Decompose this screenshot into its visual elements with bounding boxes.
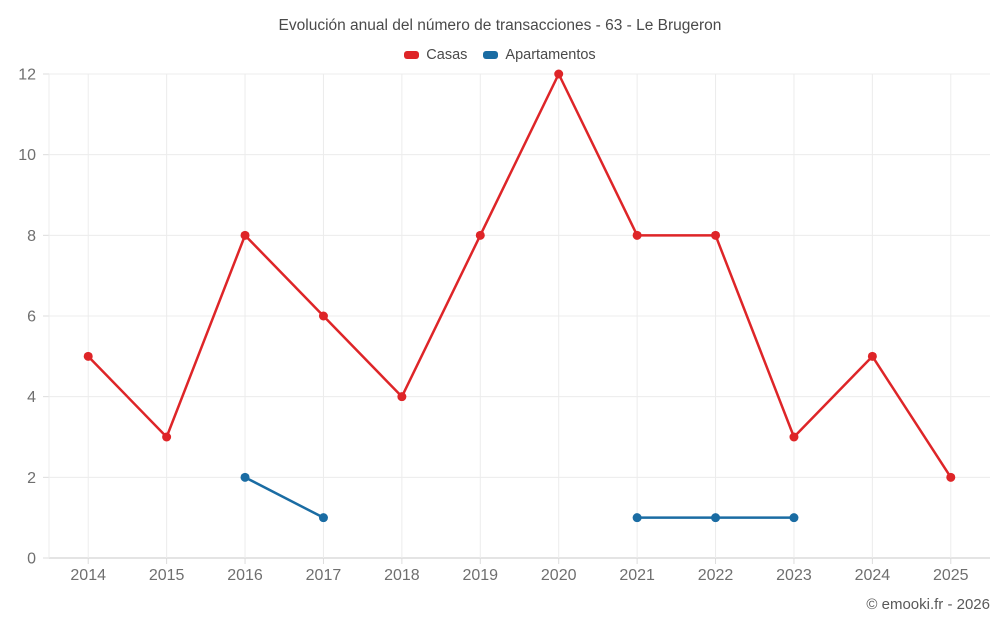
x-tick-label: 2022 — [698, 567, 734, 584]
x-tick-label: 2015 — [149, 567, 185, 584]
chart-title: Evolución anual del número de transaccio… — [278, 17, 722, 34]
y-tick-label: 6 — [27, 309, 36, 326]
data-point-casas-2018 — [397, 392, 407, 402]
legend-swatch-apartamentos — [483, 51, 499, 59]
data-point-apartamentos-2021 — [632, 513, 642, 523]
legend-label-apartamentos: Apartamentos — [505, 47, 596, 63]
x-tick-label: 2016 — [227, 567, 263, 584]
data-point-casas-2023 — [789, 432, 799, 442]
x-tick-label: 2024 — [855, 567, 891, 584]
legend-item-apartamentos[interactable]: Apartamentos — [483, 47, 596, 63]
x-tick-label: 2025 — [933, 567, 969, 584]
data-point-apartamentos-2023 — [789, 513, 799, 523]
legend-swatch-casas — [404, 51, 420, 59]
x-tick-label: 2017 — [306, 567, 342, 584]
data-point-casas-2016 — [240, 230, 250, 240]
data-point-apartamentos-2017 — [318, 513, 328, 523]
chart-legend: Casas Apartamentos — [0, 47, 1000, 63]
legend-item-casas[interactable]: Casas — [404, 47, 467, 63]
series-line-casas — [86, 72, 953, 479]
legend-label-casas: Casas — [426, 47, 468, 63]
x-tick-label: 2019 — [462, 567, 498, 584]
y-tick-label: 4 — [27, 389, 36, 406]
data-point-casas-2025 — [946, 472, 956, 482]
data-point-casas-2021 — [632, 230, 642, 240]
data-point-casas-2014 — [83, 351, 93, 361]
data-point-casas-2019 — [475, 230, 485, 240]
y-tick-label: 2 — [27, 470, 36, 487]
footer-credit: © emooki.fr - 2026 — [866, 596, 990, 613]
x-tick-label: 2023 — [776, 567, 812, 584]
y-tick-label: 8 — [27, 228, 36, 245]
series-line-apartamentos — [243, 476, 325, 519]
data-point-apartamentos-2016 — [240, 472, 250, 482]
data-point-casas-2020 — [554, 69, 564, 79]
y-tick-label: 12 — [18, 67, 36, 84]
data-point-casas-2024 — [867, 351, 877, 361]
x-tick-label: 2014 — [70, 567, 106, 584]
x-tick-label: 2020 — [541, 567, 577, 584]
data-point-apartamentos-2022 — [711, 513, 721, 523]
data-point-casas-2015 — [162, 432, 172, 442]
y-tick-label: 10 — [18, 147, 36, 164]
x-tick-label: 2018 — [384, 567, 420, 584]
data-point-casas-2022 — [711, 230, 721, 240]
data-point-casas-2017 — [318, 311, 328, 321]
y-tick-label: 0 — [27, 551, 36, 568]
x-tick-label: 2021 — [619, 567, 655, 584]
